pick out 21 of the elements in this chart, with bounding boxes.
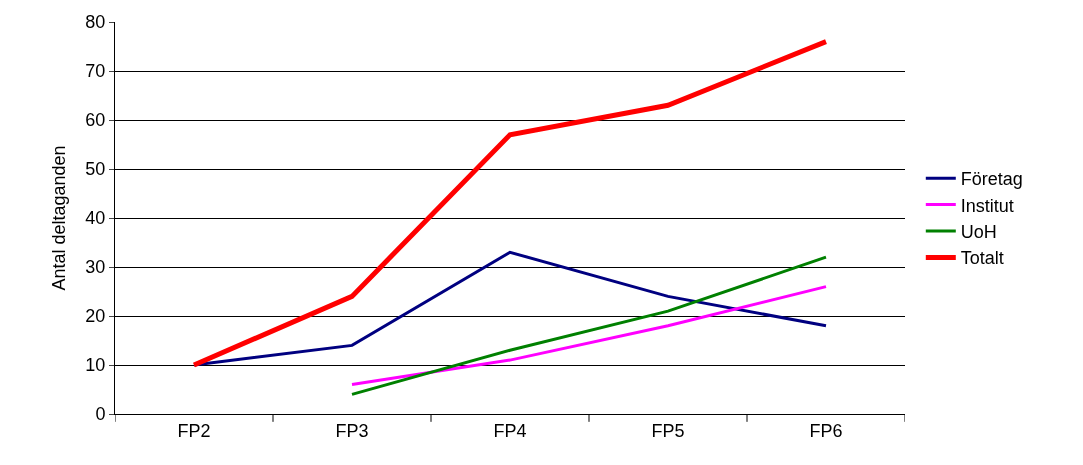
line-series — [350, 285, 828, 387]
y-tick-label: 50 — [85, 159, 106, 180]
y-tick-label: 0 — [95, 404, 106, 425]
x-tick-label: FP3 — [335, 420, 369, 441]
line-series — [350, 255, 828, 396]
y-tick-label: 80 — [85, 12, 106, 33]
x-tick-label: FP2 — [177, 420, 211, 441]
legend-label: Totalt — [960, 248, 1004, 269]
y-axis-title: Antal deltaganden — [48, 145, 69, 291]
legend-label: Företag — [960, 169, 1023, 190]
y-tick-label: 40 — [85, 208, 106, 229]
y-tick-label: 20 — [85, 306, 106, 327]
x-tick-label: FP4 — [493, 420, 527, 441]
legend-label: Institut — [960, 195, 1014, 216]
x-tick-label: FP6 — [809, 420, 843, 441]
y-tick-label: 30 — [85, 257, 106, 278]
x-tick-label: FP5 — [651, 420, 685, 441]
y-tick-label: 60 — [85, 110, 106, 131]
y-tick-label: 10 — [85, 355, 106, 376]
legend-label: UoH — [960, 222, 997, 243]
y-tick-label: 70 — [85, 61, 106, 82]
